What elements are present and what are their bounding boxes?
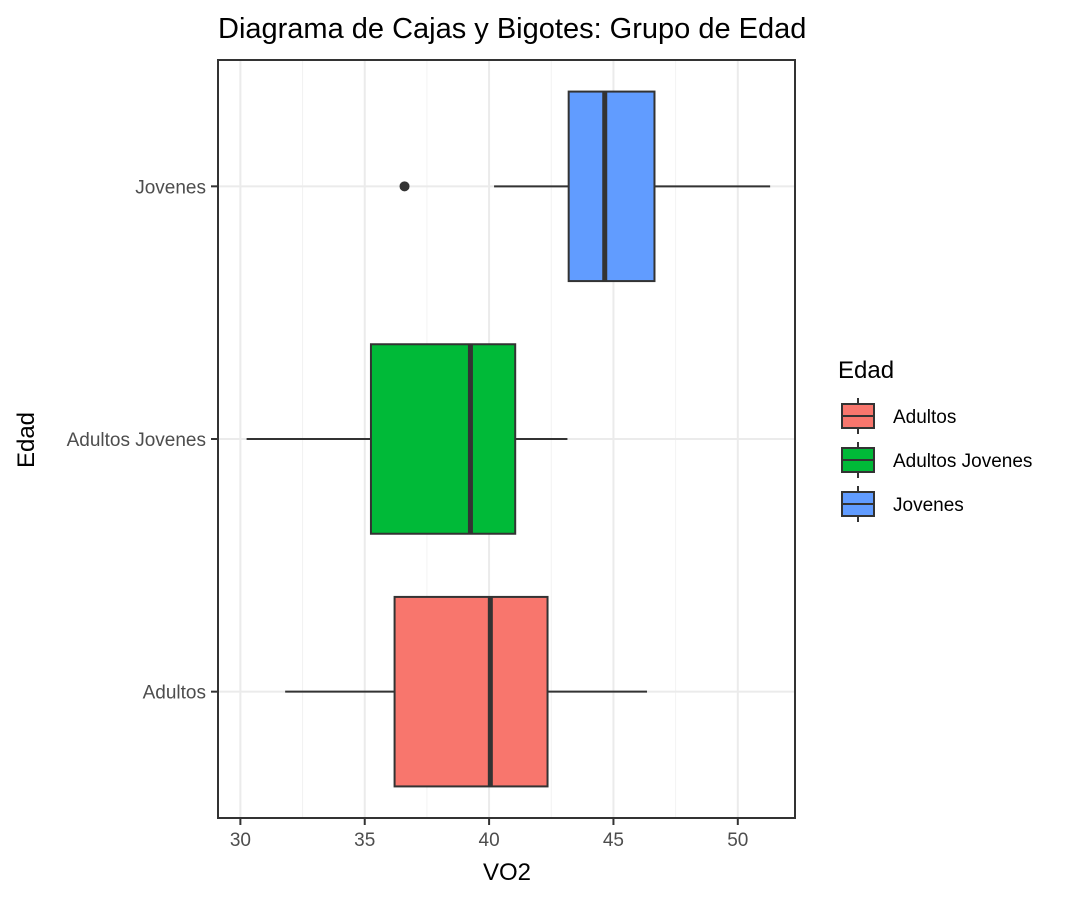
legend-item-adultos: Adultos (841, 398, 956, 434)
x-tick-label: 45 (603, 830, 624, 851)
chart-title: Diagrama de Cajas y Bigotes: Grupo de Ed… (218, 13, 806, 45)
legend-label: Jovenes (893, 495, 964, 516)
box-group-jovenes (399, 90, 771, 283)
box-iqr (393, 595, 549, 788)
box-iqr (567, 90, 656, 283)
y-tick-label: Adultos (143, 683, 206, 704)
legend-label: Adultos Jovenes (893, 451, 1032, 472)
outlier-point (399, 181, 410, 192)
y-tick-label: Adultos Jovenes (67, 430, 206, 451)
x-tick-label: 30 (230, 830, 251, 851)
box-group-adultos (285, 595, 648, 788)
legend-label: Adultos (893, 407, 956, 428)
x-tick-label: 50 (727, 830, 748, 851)
box-iqr (369, 343, 517, 535)
legend-title: Edad (838, 357, 894, 384)
legend: Adultos Adultos Jovenes Jovenes (841, 398, 1032, 522)
x-axis-label: VO2 (483, 859, 531, 886)
legend-item-adultos-jovenes: Adultos Jovenes (841, 442, 1032, 478)
x-tick-label: 40 (479, 830, 500, 851)
plot-area: 30 35 40 45 50 Adultos Adultos Jovenes Jovenes (67, 59, 796, 851)
x-tick-label: 35 (354, 830, 375, 851)
y-axis-label: Edad (13, 412, 40, 468)
legend-item-jovenes: Jovenes (841, 486, 964, 522)
box-group-adultos-jovenes (246, 343, 568, 535)
y-tick-label: Jovenes (135, 177, 206, 198)
